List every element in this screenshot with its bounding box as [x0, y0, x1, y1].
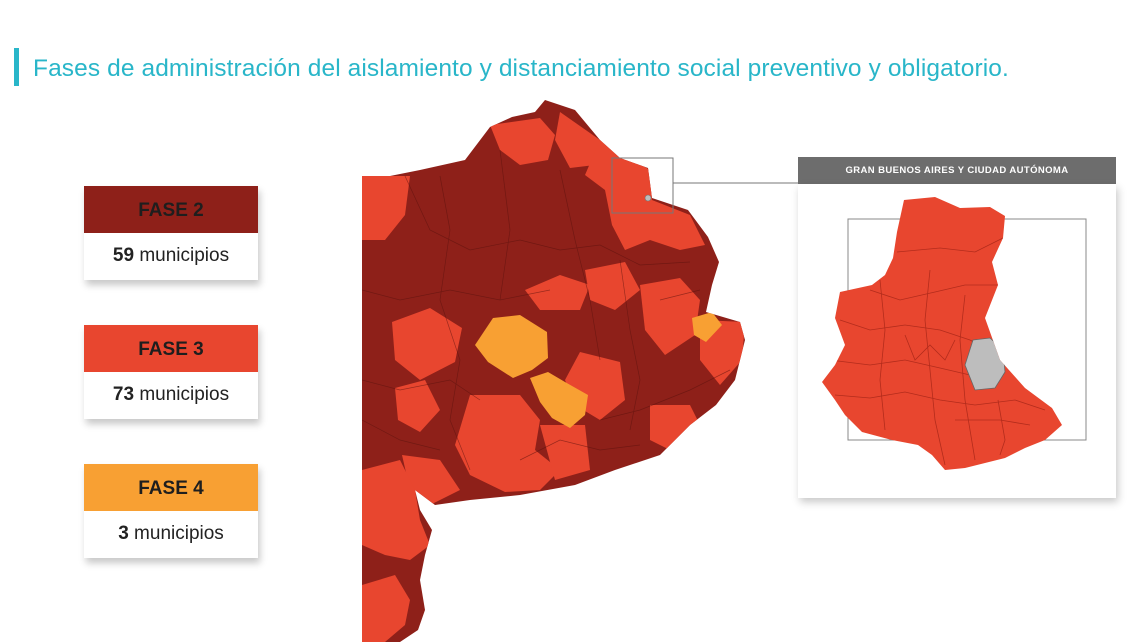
caba-marker — [644, 194, 652, 202]
region-fase-3 — [362, 575, 410, 642]
region-fase-3 — [540, 425, 590, 480]
region-fase-3 — [525, 275, 590, 310]
page-title: Fases de administración del aislamiento … — [33, 55, 1009, 82]
title-accent-bar — [14, 48, 19, 86]
gba-base-fase-3 — [822, 197, 1062, 470]
region-fase-3 — [555, 112, 600, 168]
legend-count-unit: municipios — [139, 245, 230, 266]
region-fase-3 — [585, 140, 705, 250]
legend-card-fase-2: FASE 2 59 municipios — [84, 186, 258, 280]
legend-count-number: 73 — [112, 384, 135, 405]
region-fase-3 — [362, 460, 430, 560]
legend-count: 59 municipios — [84, 233, 258, 280]
region-fase-4 — [475, 315, 548, 378]
gba-map — [822, 197, 1062, 470]
region-fase-3 — [392, 308, 462, 380]
legend-phase-label: FASE 4 — [84, 464, 258, 511]
legend-phase-label: FASE 3 — [84, 325, 258, 372]
zoom-box — [611, 157, 674, 214]
region-fase-3 — [395, 380, 440, 432]
gba-boundaries — [829, 237, 1046, 466]
legend-card-fase-4: FASE 4 3 municipios — [84, 464, 258, 558]
region-fase-3 — [650, 405, 700, 450]
region-fase-4 — [530, 372, 588, 428]
region-fase-3 — [490, 118, 555, 165]
legend-count-unit: municipios — [134, 523, 224, 544]
region-fase-3 — [585, 262, 640, 310]
region-fase-3 — [455, 395, 560, 492]
legend-count-number: 59 — [112, 245, 135, 266]
legend-phase-label: FASE 2 — [84, 186, 258, 233]
legend-count: 3 municipios — [84, 511, 258, 558]
municipality-boundaries — [362, 149, 731, 471]
legend-count-number: 3 — [118, 523, 129, 544]
region-fase-3 — [640, 278, 700, 355]
legend-card-fase-3: FASE 3 73 municipios — [84, 325, 258, 419]
province-regions — [362, 112, 745, 642]
region-fase-4 — [692, 312, 722, 342]
region-fase-3 — [362, 176, 410, 240]
legend-count: 73 municipios — [84, 372, 258, 419]
legend-count-unit: municipios — [139, 384, 230, 405]
inset-header: GRAN BUENOS AIRES Y CIUDAD AUTÓNOMA — [798, 157, 1116, 184]
